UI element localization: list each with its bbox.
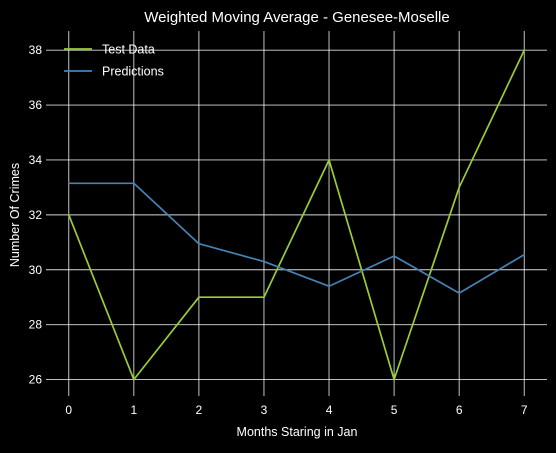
x-tick-label: 5	[391, 403, 398, 417]
data-point-predictions	[523, 253, 526, 256]
legend-label: Test Data	[102, 43, 155, 57]
x-tick-label: 4	[326, 403, 333, 417]
data-point-test-data	[132, 378, 135, 381]
data-point-test-data	[328, 159, 330, 161]
x-tick-label: 3	[261, 403, 268, 417]
data-point-predictions	[263, 260, 265, 263]
chart-title: Weighted Moving Average - Genesee-Mosell…	[144, 9, 449, 26]
y-tick-label: 26	[29, 373, 43, 387]
y-axis-label: Number Of Crimes	[8, 163, 22, 267]
x-tick-label: 7	[521, 403, 528, 417]
x-tick-label: 6	[456, 403, 463, 417]
x-axis-label: Months Staring in Jan	[237, 425, 358, 439]
data-point-predictions	[132, 182, 135, 185]
data-point-test-data	[198, 296, 200, 299]
legend-label: Predictions	[102, 65, 164, 79]
data-point-test-data	[393, 378, 395, 381]
x-tick-label: 0	[65, 403, 72, 417]
series-line-test-data	[67, 49, 525, 381]
data-point-predictions	[328, 285, 330, 288]
legend: Test Data Predictions	[64, 43, 164, 79]
y-tick-label: 34	[29, 153, 43, 167]
data-point-predictions	[198, 242, 200, 245]
y-tick-label: 32	[29, 208, 43, 222]
data-point-test-data	[263, 296, 265, 299]
data-point-test-data	[67, 213, 70, 216]
y-tick-label: 36	[29, 98, 43, 112]
y-tick-label: 30	[29, 263, 43, 277]
x-tick-label: 2	[196, 403, 203, 417]
data-point-test-data	[523, 49, 526, 52]
series-layer	[67, 49, 526, 381]
y-tick-label: 28	[29, 318, 43, 332]
data-point-test-data	[458, 186, 461, 189]
x-tick-label: 1	[130, 403, 137, 417]
y-tick-label: 38	[29, 43, 43, 57]
series-line-predictions	[68, 182, 525, 294]
data-point-predictions	[458, 292, 461, 294]
data-point-predictions	[67, 182, 70, 185]
data-point-predictions	[393, 255, 395, 257]
grid-layer	[46, 31, 547, 396]
